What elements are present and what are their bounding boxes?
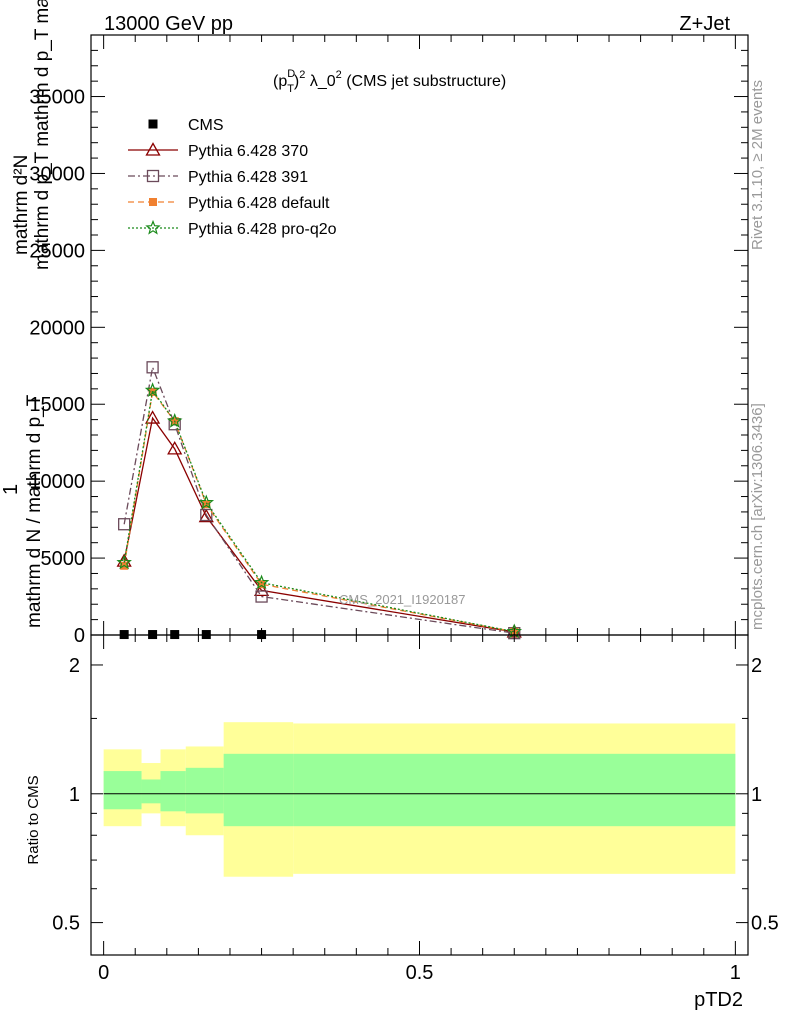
main-y-tick-label: 10000 [29,471,85,493]
main-panel: 0 5000 10000 15000 20000 25000 30000 35000 (pD T… [0,0,749,647]
band-green-bin [141,779,161,804]
legend-marker [149,198,157,206]
ratio-y-ticks: 0.5 0.5 1 1 2 2 [52,655,779,935]
header-left: 13000 GeV pp [104,13,233,35]
main-y-tick-label: 35000 [29,87,85,109]
data-point [198,494,215,510]
band-green-bin [293,753,736,827]
series-line [123,390,515,633]
data-point [202,500,211,509]
data-point [255,590,268,603]
band-green-bin [160,771,186,812]
data-point [200,508,213,522]
y-label-numerator-line1: mathrm d²N [11,155,32,255]
legend-entry: CMS [148,117,224,134]
main-title: (pD T)2 λ_02 (CMS jet substructure) [273,68,506,95]
ratio-bands [103,722,736,877]
y-label-one: 1 [0,484,22,495]
legend-marker [146,169,160,183]
data-point [253,582,270,597]
x-tick-label: 0.5 [406,962,434,984]
data-point [118,518,131,531]
x-axis-label: pTD2 [694,989,743,1011]
data-point [253,574,270,590]
legend-entry: Pythia 6.428 default [128,195,330,212]
data-point [116,554,132,570]
ratio-x-ticks: 0 0.5 1 [98,635,741,984]
ratio-y-tick-label: 1 [69,784,80,806]
series-4 [116,382,523,639]
legend: CMS Pythia 6.428 370 Pythia 6.428 391 Pythi… [128,117,337,238]
band-green-bin [185,767,224,814]
ratio-panel: 0.5 0.51 12 2 0 0.5 1 Ratio to CMS pTD2 [25,634,779,1011]
x-tick-label: 0 [98,962,109,984]
ratio-y-tick-label-right: 2 [751,655,762,677]
band-green [103,753,736,827]
y-label-denominator: mathrm d N / mathrm d p_T [24,394,45,628]
main-y-axis-label: mathrm d²N mathrm d p_T mathrm d p_T mat… [0,0,53,628]
side-label-rivet: Rivet 3.1.10, ≥ 2M events [749,80,766,250]
data-point [166,412,183,428]
legend-marker [148,119,158,129]
x-tick-label: 1 [730,962,741,984]
main-y-tick-label: 25000 [29,240,85,262]
data-point [146,361,159,374]
ratio-y-tick-label-right: 0.5 [751,913,779,935]
ratio-y-tick-label-right: 1 [751,784,762,806]
ratio-y-label: Ratio to CMS [25,775,42,864]
band-green-bin [223,753,294,827]
ratio-y-tick-label: 2 [69,655,80,677]
legend-label: Pythia 6.428 default [188,195,330,212]
main-y-tick-label: 30000 [29,163,85,185]
legend-entry: Pythia 6.428 370 [128,142,308,160]
data-point [144,410,161,424]
legend-label: Pythia 6.428 370 [188,143,308,160]
header-right: Z+Jet [679,13,730,35]
series-line [123,388,515,633]
legend-marker [145,142,161,156]
y-label-numerator-line2: mathrm d p_T mathrm d p_T mathrm d lambd… [32,0,53,270]
data-point [167,441,183,455]
main-y-tick-label: 20000 [29,317,85,339]
data-point [198,508,214,523]
data-point [144,382,161,397]
legend-label: Pythia 6.428 pro-q2o [188,221,337,238]
ratio-y-tick-label: 0.5 [52,913,80,935]
main-y-tick-label: 5000 [41,548,86,570]
main-marks [116,361,523,640]
side-label-mcplots: mcplots.cern.ch [arXiv:1306.3436] [749,403,766,630]
legend-entry: Pythia 6.428 pro-q2o [128,219,337,238]
series-line [123,416,515,633]
legend-marker [145,219,161,235]
main-y-tick-label: 15000 [29,394,85,416]
legend-label: Pythia 6.428 391 [188,169,308,186]
analysis-watermark: CMS_2021_I1920187 [339,592,466,607]
legend-entry: Pythia 6.428 391 [128,169,308,186]
main-y-ticks: 0 5000 10000 15000 20000 25000 30000 35000 [29,34,748,647]
legend-label: CMS [188,117,224,134]
main-x-ticks [103,35,736,635]
data-point [257,580,266,589]
band-green-bin [103,771,142,810]
main-y-tick-label: 0 [74,625,85,647]
